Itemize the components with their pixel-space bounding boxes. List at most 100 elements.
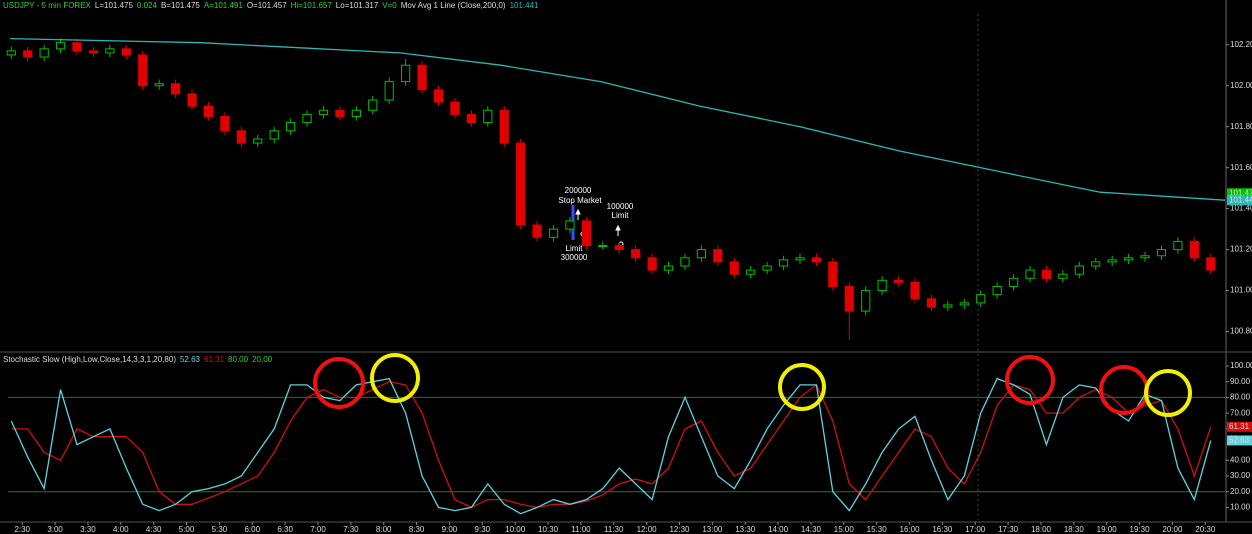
x-tick-label: 9:30 [475,525,491,534]
x-tick-label: 8:30 [409,525,425,534]
y-tick-label: 101.00 [1230,286,1252,295]
y-tick-label: 102.20 [1230,40,1252,49]
annotation: Limit [566,244,584,253]
candle-body [236,130,246,144]
candle-body [516,142,526,226]
candle-body [893,279,904,283]
red-circle [1099,365,1149,415]
candle-body [384,81,394,101]
stochastic-line [11,381,1212,509]
x-tick-label: 16:30 [932,525,953,534]
header-item: 61.31 [204,355,225,364]
annotation: Limit [612,211,630,220]
candle-body [72,42,82,52]
x-tick-label: 13:00 [702,525,723,534]
price-header: USDJPY - 5 min FOREX L=101.475 0.024 B=101.… [3,1,539,10]
candle-body [713,249,723,263]
candle-body [170,83,181,95]
candle-body [598,245,608,248]
yellow-circle [1144,369,1192,417]
candle-body [1008,277,1019,287]
y-tick-label: 40.00 [1230,455,1251,464]
x-tick-label: 7:00 [310,525,326,534]
y-tick-label: 80.00 [1230,393,1251,402]
order-arrow [575,208,581,220]
stoch-header: Stochastic Slow (High,Low,Close,14,3,3,1… [3,355,273,364]
candle-body [1058,273,1068,279]
candle-body [269,130,279,140]
candle-body [1074,265,1084,275]
x-tick-label: 12:30 [669,525,690,534]
header-item: Mov Avg 1 Line (Close,200,0) [401,1,506,10]
candle-body [976,294,986,304]
candle-body [1189,240,1199,259]
annotation: 100000 [607,202,634,211]
x-tick-label: 17:00 [965,525,986,534]
candle-body [926,298,937,308]
candle-body [55,42,66,50]
x-tick-label: 11:30 [604,525,624,534]
y-tick-label: 70.00 [1230,408,1251,417]
candle-body [1173,240,1183,251]
value-tag [1227,435,1252,446]
candle-body [844,285,854,312]
x-tick-label: 19:00 [1097,525,1118,534]
candle-body [647,257,657,271]
candle-body [943,304,953,308]
moving-average [10,37,1226,201]
y-tick-label: 101.60 [1230,163,1252,172]
candle-body [548,228,559,238]
candle-body [466,113,476,124]
candle-body [433,89,444,103]
x-tick-label: 18:00 [1031,525,1052,534]
y-tick-label: 101.40 [1230,204,1252,213]
candle-body [335,109,345,117]
x-tick-label: 17:30 [998,525,1019,534]
candle-body [39,48,49,58]
y-tick-label: 20.00 [1230,487,1251,496]
x-tick-label: 20:00 [1162,525,1183,534]
candle-body [746,269,756,275]
x-tick-label: 2:30 [14,525,30,534]
x-tick-label: 12:00 [637,525,658,534]
header-item: 101.441 [510,1,539,10]
x-tick-label: 5:30 [212,525,228,534]
x-tick-label: 11:00 [571,525,591,534]
yellow-circle [778,363,826,411]
header-item: 0.024 [137,1,158,10]
header-item: USDJPY - 5 min FOREX [3,1,92,10]
x-tick-label: 7:30 [343,525,359,534]
price-tag-label: 101.441 [1229,195,1252,204]
highlight-circles [313,353,1192,417]
header-item: V=0 [382,1,397,10]
y-tick-label: 30.00 [1230,471,1251,480]
candle-body [828,261,838,287]
candle-body [631,249,641,259]
candle-body [187,93,197,107]
candle-body [121,48,131,56]
header-item: 20.00 [252,355,273,364]
order-arrow [615,224,621,236]
header-item: Stochastic Slow (High,Low,Close,14,3,3,1… [3,355,176,364]
x-tick-label: 5:00 [179,525,195,534]
candle-body [762,265,772,271]
value-tag-label: 61.31 [1229,422,1250,431]
candle-body [368,99,378,111]
candle-body [1140,255,1150,259]
candle-body [696,249,707,259]
x-tick-label: 3:30 [80,525,96,534]
y-tick-label: 101.80 [1230,122,1252,131]
header-item: A=101.491 [204,1,243,10]
candle-body [614,245,624,251]
candle-body [778,259,789,267]
header-item: B=101.475 [161,1,200,10]
x-tick-label: 13:30 [735,525,756,534]
price-tag-label: 101.475 [1229,188,1252,197]
candle-body [992,285,1002,296]
x-tick-label: 19:30 [1130,525,1151,534]
x-tick-label: 15:00 [834,525,855,534]
header-item: Lo=101.317 [336,1,379,10]
candle-body [401,64,411,83]
candle-body [23,50,33,58]
